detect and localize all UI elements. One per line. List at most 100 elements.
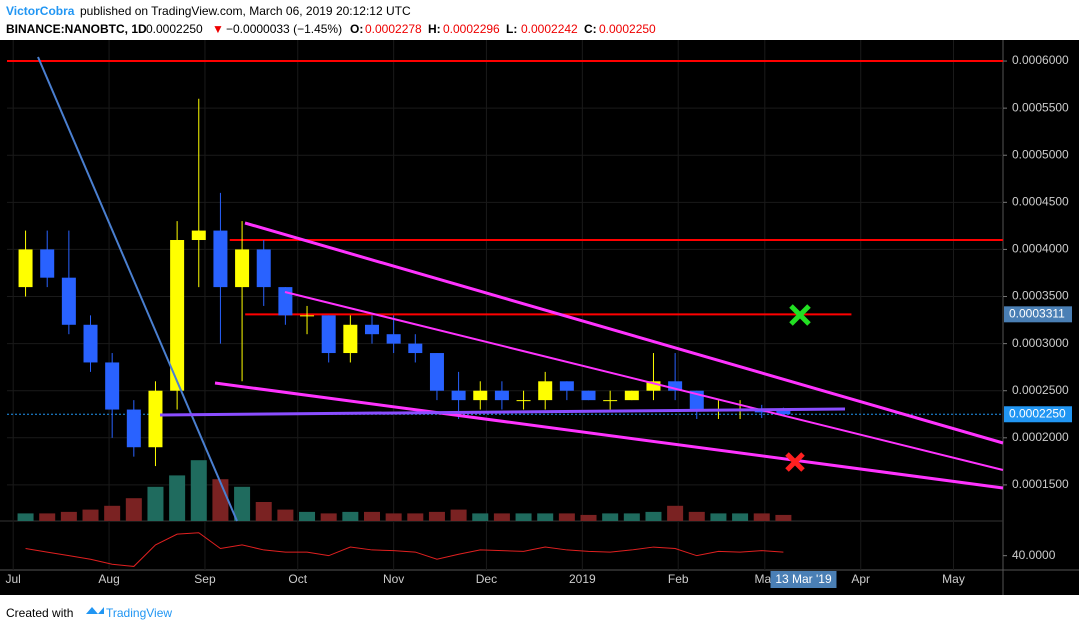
y-tick-label: 0.0004500 — [1012, 194, 1069, 208]
crosshair-tag — [770, 571, 837, 588]
candle-body — [126, 409, 141, 448]
candle-body — [668, 381, 683, 391]
volume-bar — [688, 511, 705, 521]
volume-bar — [234, 486, 251, 521]
trendline — [37, 56, 238, 522]
change: −0.0000033 (−1.45%) — [226, 22, 342, 36]
candle-body — [581, 390, 596, 401]
ohlc-value: 0.0002250 — [599, 22, 656, 36]
volume-bar — [710, 513, 727, 521]
volume-bar — [753, 513, 770, 521]
volume-bar — [472, 513, 489, 521]
volume-bar — [212, 479, 229, 521]
volume-bar — [623, 513, 640, 521]
volume-bar — [580, 514, 597, 521]
ohlc-key: C: — [584, 22, 597, 36]
y-tick-label: 0.0005000 — [1012, 147, 1069, 161]
trendline — [284, 291, 1004, 471]
y-tick-label: 0.0002500 — [1012, 383, 1069, 397]
candle-body — [473, 390, 488, 401]
volume-bar — [169, 475, 186, 521]
published: published on TradingView.com, March 06, … — [80, 4, 411, 18]
volume-bar — [645, 511, 662, 521]
volume-bar — [493, 513, 510, 521]
stop-marker — [785, 452, 805, 472]
x-tick-label: 2019 — [569, 572, 596, 586]
y-tick-label: 0.0003000 — [1012, 336, 1069, 350]
y-tick-label: 0.0006000 — [1012, 53, 1069, 67]
trendline — [244, 221, 1004, 445]
candle-body — [559, 381, 574, 391]
rsi-tick-label: 40.0000 — [1012, 548, 1056, 562]
ohlc-value: 0.0002242 — [521, 22, 578, 36]
ohlc-value: 0.0002278 — [365, 22, 422, 36]
x-tick-label: Nov — [383, 572, 404, 586]
rsi-line — [25, 532, 784, 567]
x-tick-label: Mar — [754, 572, 775, 586]
author[interactable]: VictorCobra — [6, 4, 75, 18]
x-tick-label: Feb — [668, 572, 689, 586]
candle-body — [516, 400, 531, 402]
candle-body — [18, 249, 33, 288]
candle-body — [451, 390, 466, 401]
candle-body — [61, 277, 76, 325]
volume-bar — [82, 509, 99, 521]
candle-body — [321, 315, 336, 354]
x-tick-label: Jul — [6, 572, 21, 586]
candle-body — [213, 230, 228, 288]
y-tick-label: 0.0001500 — [1012, 477, 1069, 491]
x-tick-label: Aug — [98, 572, 119, 586]
x-tick-label: Sep — [194, 572, 216, 586]
candle-body — [170, 240, 185, 391]
candle-body — [256, 249, 271, 288]
candle-body — [429, 353, 444, 391]
candle-body — [148, 390, 163, 448]
candle-body — [364, 324, 379, 335]
volume-bar — [450, 509, 467, 521]
price-tag — [1004, 306, 1072, 323]
volume-bar — [667, 505, 684, 521]
ohlc-value: 0.0002296 — [443, 22, 500, 36]
brand[interactable]: TradingView — [106, 606, 172, 620]
volume-bar — [407, 513, 424, 521]
volume-bar — [558, 513, 575, 521]
volume-bar — [320, 513, 337, 521]
y-tick-label: 0.0004000 — [1012, 242, 1069, 256]
price-tag-label: 0.0003311 — [1009, 306, 1065, 320]
ohlc-key: H: — [428, 22, 441, 36]
price: 0.0002250 — [146, 22, 203, 36]
volume-bar — [17, 513, 34, 521]
ohlc-key: L: — [506, 22, 517, 36]
x-tick-label: Oct — [288, 572, 307, 586]
trendline — [159, 407, 846, 417]
candle-body — [235, 249, 250, 288]
candle-body — [538, 381, 553, 401]
y-tick-label: 0.0003500 — [1012, 289, 1069, 303]
price-tag — [1004, 406, 1072, 423]
change-arrow: ▼ — [212, 22, 224, 36]
brand-logo — [86, 607, 104, 614]
candle-body — [386, 334, 401, 344]
candle-body — [646, 381, 661, 391]
volume-bar — [732, 513, 749, 521]
target-marker — [789, 304, 811, 326]
footer-text: Created with — [6, 606, 73, 620]
candle-body — [343, 324, 358, 354]
ohlc-key: O: — [350, 22, 363, 36]
volume-bar — [277, 509, 294, 521]
candle-body — [83, 324, 98, 363]
volume-bar — [775, 514, 792, 521]
candle-body — [278, 287, 293, 316]
x-tick-label: Dec — [476, 572, 497, 586]
candle-body — [408, 343, 423, 354]
candle-body — [105, 362, 120, 410]
volume-bar — [342, 511, 359, 521]
volume-bar — [428, 511, 445, 521]
volume-bar — [515, 513, 532, 521]
candle-body — [776, 409, 791, 415]
volume-bar — [147, 486, 164, 521]
candle-body — [624, 390, 639, 401]
volume-bar — [602, 513, 619, 521]
y-tick-label: 0.0002000 — [1012, 430, 1069, 444]
